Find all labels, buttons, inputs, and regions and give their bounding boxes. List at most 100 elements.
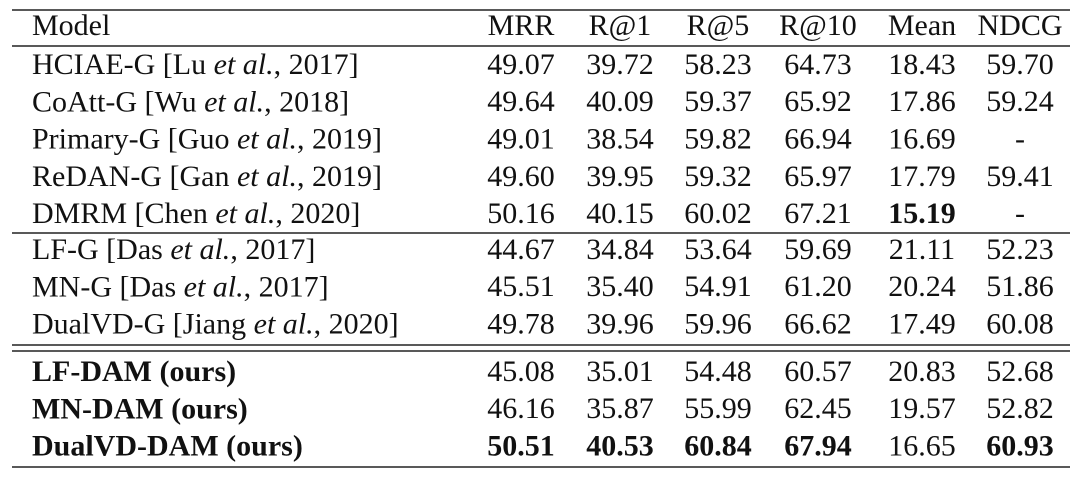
metric-cell: 53.64 [684, 233, 752, 266]
metric-cell: 54.48 [684, 355, 752, 388]
metric-cell: 60.84 [684, 429, 752, 462]
column-header: MRR [488, 9, 555, 42]
metric-cell: 35.01 [586, 355, 654, 388]
metric-cell: 66.94 [784, 122, 852, 155]
model-name-part: , 2019] [297, 160, 382, 193]
metric-cell: 44.67 [487, 233, 555, 266]
metric-cell: 16.65 [888, 429, 956, 462]
model-name: CoAtt-G [Wu et al., 2018] [32, 85, 349, 118]
model-name-part: , 2020] [314, 307, 399, 340]
metric-cell: 52.23 [986, 233, 1054, 266]
model-name-part: LF-DAM (ours) [32, 355, 236, 388]
metric-cell: 51.86 [986, 270, 1054, 303]
metric-cell: 67.94 [784, 429, 852, 462]
model-name-part: , 2018] [264, 85, 349, 118]
metric-cell: 18.43 [888, 48, 956, 81]
metric-cell: 59.24 [986, 85, 1054, 118]
metric-cell: 34.84 [586, 233, 654, 266]
column-header: Mean [888, 9, 956, 42]
metric-cell: 40.15 [586, 197, 654, 230]
metric-cell: 40.09 [586, 85, 654, 118]
metric-cell: 60.93 [986, 429, 1054, 462]
metric-cell: 49.07 [487, 48, 555, 81]
metric-cell: 20.24 [888, 270, 956, 303]
model-name-part: et al. [254, 307, 314, 340]
metric-cell: 60.08 [986, 307, 1054, 340]
model-name: MN-DAM (ours) [32, 392, 248, 425]
metric-cell: 59.96 [684, 307, 752, 340]
model-name: DMRM [Chen et al., 2020] [32, 197, 360, 230]
metric-cell: 62.45 [784, 392, 852, 425]
column-header: R@10 [779, 9, 857, 42]
metric-cell: 19.57 [888, 392, 956, 425]
metric-cell: 49.01 [487, 122, 555, 155]
model-name-part: CoAtt-G [Wu [32, 85, 204, 118]
metric-cell: 45.08 [487, 355, 555, 388]
column-header: Model [32, 9, 110, 42]
metric-cell: 66.62 [784, 307, 852, 340]
model-name-part: et al. [184, 270, 244, 303]
metric-cell: 59.41 [986, 160, 1054, 193]
metric-cell: 50.51 [487, 429, 555, 462]
model-name-part: HCIAE-G [Lu [32, 48, 214, 81]
model-name-part: et al. [237, 160, 297, 193]
model-name-part: et al. [215, 197, 275, 230]
model-name-part: , 2017] [274, 48, 359, 81]
metric-cell: 50.16 [487, 197, 555, 230]
model-name-part: et al. [170, 233, 230, 266]
model-name-part: DualVD-DAM (ours) [32, 429, 303, 462]
metric-cell: 46.16 [487, 392, 555, 425]
metric-cell: 59.69 [784, 233, 852, 266]
model-name: Primary-G [Guo et al., 2019] [32, 122, 382, 155]
model-name: DualVD-DAM (ours) [32, 429, 303, 462]
model-name-part: LF-G [Das [32, 233, 170, 266]
metric-cell: 45.51 [487, 270, 555, 303]
metric-cell: 35.40 [586, 270, 654, 303]
model-name-part: , 2020] [275, 197, 360, 230]
metric-cell: 35.87 [586, 392, 654, 425]
model-name-part: Primary-G [Guo [32, 122, 237, 155]
model-name-part: ReDAN-G [Gan [32, 160, 237, 193]
model-name-part: DualVD-G [Jiang [32, 307, 254, 340]
column-header: NDCG [977, 9, 1062, 42]
metric-cell: 49.64 [487, 85, 555, 118]
metric-cell: 52.82 [986, 392, 1054, 425]
metric-cell: 21.11 [889, 233, 955, 266]
metric-cell: 52.68 [986, 355, 1054, 388]
metric-cell: 59.32 [684, 160, 752, 193]
column-header: R@5 [687, 9, 750, 42]
metric-cell: 20.83 [888, 355, 956, 388]
model-name-part: DMRM [Chen [32, 197, 215, 230]
model-name-part: , 2017] [244, 270, 329, 303]
metric-cell: 65.92 [784, 85, 852, 118]
model-name-part: et al. [204, 85, 264, 118]
metric-cell: 49.60 [487, 160, 555, 193]
column-header: R@1 [589, 9, 652, 42]
metric-cell: 54.91 [684, 270, 752, 303]
metric-cell: 60.57 [784, 355, 852, 388]
metric-cell: 64.73 [784, 48, 852, 81]
metric-cell: 49.78 [487, 307, 555, 340]
model-name-part: et al. [237, 122, 297, 155]
model-name-part: , 2017] [230, 233, 315, 266]
model-name: LF-DAM (ours) [32, 355, 236, 388]
metric-cell: 39.72 [586, 48, 654, 81]
model-name: MN-G [Das et al., 2017] [32, 270, 329, 303]
model-name-part: MN-DAM (ours) [32, 392, 248, 425]
metric-cell: 40.53 [586, 429, 654, 462]
model-name: ReDAN-G [Gan et al., 2019] [32, 160, 382, 193]
model-name: LF-G [Das et al., 2017] [32, 233, 315, 266]
metric-cell: 59.82 [684, 122, 752, 155]
metric-cell: 61.20 [784, 270, 852, 303]
model-name: HCIAE-G [Lu et al., 2017] [32, 48, 359, 81]
metric-cell: 59.37 [684, 85, 752, 118]
metric-cell: 17.49 [888, 307, 956, 340]
metric-cell: 59.70 [986, 48, 1054, 81]
metric-cell: 39.95 [586, 160, 654, 193]
metric-cell: - [1015, 122, 1025, 155]
metric-cell: 60.02 [684, 197, 752, 230]
metric-cell: 16.69 [888, 122, 956, 155]
model-name-part: , 2019] [297, 122, 382, 155]
